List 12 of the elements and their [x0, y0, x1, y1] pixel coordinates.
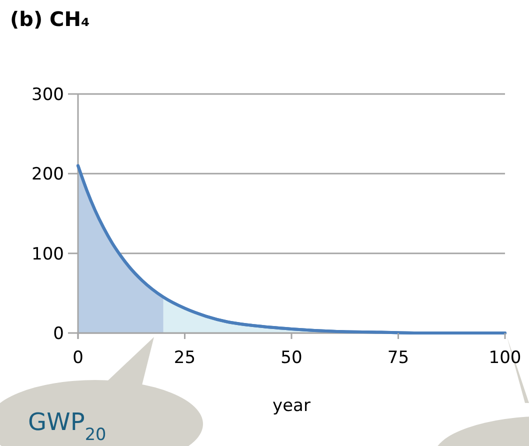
text: GWP$_{20}$	[28, 408, 106, 444]
y-tick-label: 100	[32, 244, 64, 264]
x-tick-label: 50	[280, 348, 302, 368]
y-tick-label: 300	[32, 84, 64, 105]
x-axis-title: year	[272, 396, 310, 416]
x-tick-label: 75	[387, 348, 410, 368]
y-tick-label: 0	[53, 324, 64, 344]
x-tick-label: 25	[174, 348, 196, 368]
x-tick-label: 0	[72, 348, 84, 368]
chart-title: (b) CH₄	[10, 7, 90, 31]
x-tick-label: 100	[488, 348, 522, 368]
y-tick-label: 200	[32, 164, 64, 185]
